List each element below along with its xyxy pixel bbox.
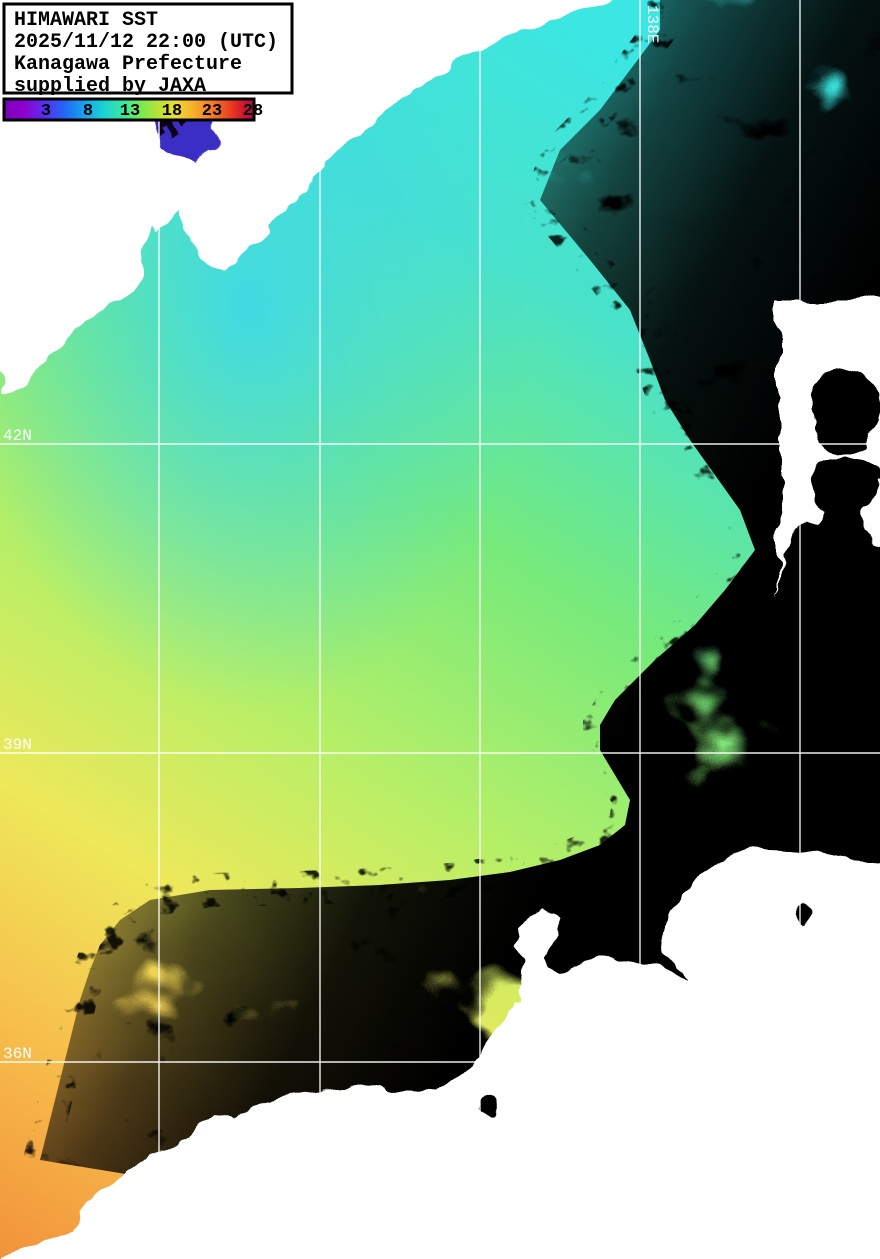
svg-text:39N: 39N <box>3 736 32 754</box>
svg-text:HIMAWARI SST: HIMAWARI SST <box>14 9 158 32</box>
svg-text:23: 23 <box>202 102 222 121</box>
svg-text:138E: 138E <box>643 5 661 43</box>
svg-text:2025/11/12 22:00 (UTC): 2025/11/12 22:00 (UTC) <box>14 31 278 54</box>
svg-text:3: 3 <box>41 102 51 121</box>
svg-text:supplied by JAXA: supplied by JAXA <box>14 75 206 98</box>
svg-text:13: 13 <box>120 102 140 121</box>
svg-text:42N: 42N <box>3 427 32 445</box>
svg-text:Kanagawa Prefecture: Kanagawa Prefecture <box>14 53 242 76</box>
svg-text:36N: 36N <box>3 1045 32 1063</box>
svg-text:8: 8 <box>83 102 93 121</box>
svg-text:18: 18 <box>162 102 182 121</box>
svg-text:28: 28 <box>243 102 263 121</box>
